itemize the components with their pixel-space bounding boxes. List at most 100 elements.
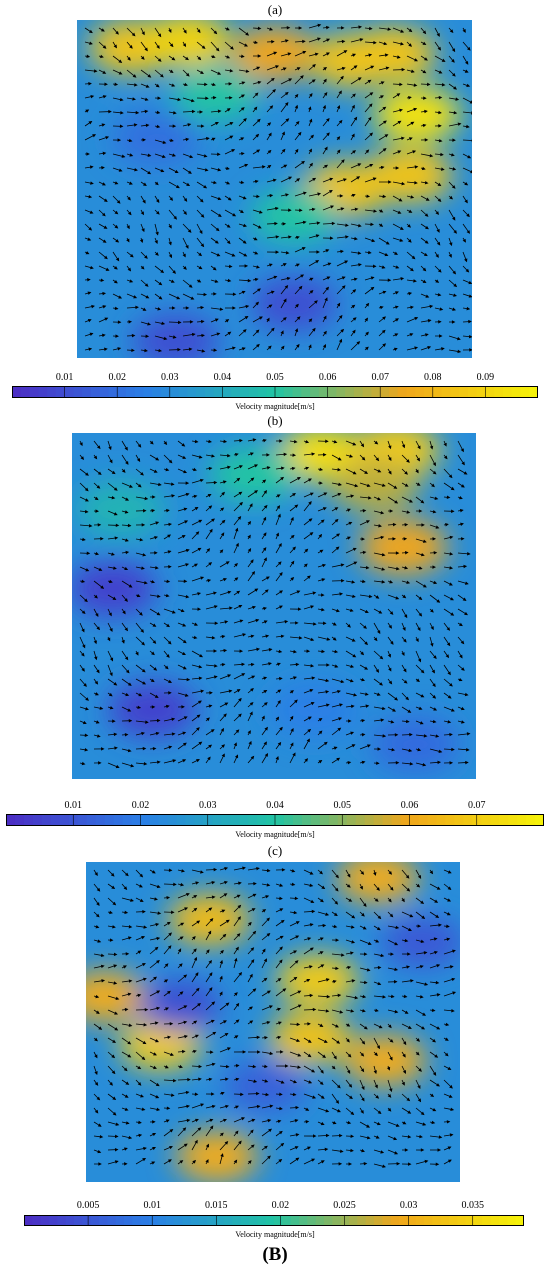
vector-arrow-head <box>187 1077 191 1082</box>
vector-arrow-head <box>305 1120 310 1124</box>
vector-arrow-head <box>215 227 220 232</box>
vector-arrow-head <box>239 438 243 443</box>
vector-arrow-head <box>365 704 370 708</box>
vector-arrow-head <box>200 124 205 128</box>
vector-arrow-head <box>225 561 230 565</box>
vector-arrow-head <box>318 533 323 538</box>
vector-arrow-head <box>307 716 312 720</box>
vector-arrow-head <box>323 741 328 746</box>
vector-arrow-head <box>284 91 289 96</box>
vector-arrow-head <box>323 453 327 457</box>
vector-arrow-head <box>461 461 465 466</box>
vector-arrow-head <box>281 131 285 136</box>
vector-arrow-head <box>365 565 370 570</box>
vector-arrow-head <box>125 669 130 674</box>
vector-arrow-head <box>121 639 125 644</box>
vector-arrow-head <box>406 459 410 463</box>
vector-arrow-head <box>262 516 267 521</box>
vector-arrow-head <box>350 1134 355 1139</box>
colorbar-segment <box>232 1215 242 1226</box>
vector-arrow-head <box>446 1120 451 1124</box>
vector-arrow-head <box>256 149 261 153</box>
vector-arrow-head <box>323 66 328 71</box>
vector-arrow-head <box>255 133 260 138</box>
vector-arrow-head <box>389 1088 393 1093</box>
vector-arrow-head <box>208 1077 213 1082</box>
vector-arrow-head <box>375 939 380 943</box>
vector-arrow-head <box>137 1081 142 1086</box>
vector-arrow-head <box>420 1111 425 1116</box>
vector-arrow-head <box>108 446 112 451</box>
colorbar-segment <box>124 1215 133 1226</box>
vector-arrow-head <box>305 466 310 471</box>
vector-arrow-head <box>290 577 295 581</box>
vector-arrow-head <box>347 1120 352 1125</box>
vector-arrow-head <box>198 665 203 669</box>
vector-arrow-head <box>399 226 404 230</box>
vector-arrow-head <box>352 442 357 446</box>
vector-arrow-head <box>176 296 181 300</box>
vector-arrow-head <box>408 43 412 47</box>
vector-arrow-head <box>182 651 186 656</box>
colorbar-segment <box>90 386 101 398</box>
vector-arrow-head <box>168 745 173 749</box>
vector-arrow-head <box>247 520 252 525</box>
vector-arrow-head <box>171 56 176 61</box>
vector-arrow-head <box>293 1079 298 1084</box>
vector-arrow-head <box>195 987 200 992</box>
vector-arrow-head <box>166 921 171 926</box>
vector-arrow-head <box>365 346 369 351</box>
vector-arrow-head <box>96 669 100 674</box>
vector-arrow-head <box>422 41 427 45</box>
vector-arrow-head <box>124 732 129 737</box>
vector-arrow-head <box>407 1025 412 1029</box>
vector-arrow-head <box>142 307 147 311</box>
vector-arrow-head <box>345 235 349 239</box>
colorbar-a-svg <box>12 386 539 398</box>
vector-arrow-head <box>263 490 268 494</box>
colorbar-segment <box>432 1215 442 1226</box>
vector-arrow-head <box>436 33 440 37</box>
vector-arrow-head <box>440 152 444 157</box>
vector-arrow-head <box>124 446 128 451</box>
vector-arrow-head <box>170 1052 174 1057</box>
vector-arrow-head <box>429 870 434 875</box>
vector-arrow-head <box>376 1121 381 1126</box>
vector-arrow-head <box>279 935 284 940</box>
vector-arrow-head <box>323 92 328 96</box>
velocity-field-b-svg <box>72 433 476 779</box>
vector-arrow-head <box>183 198 188 202</box>
vector-arrow-head <box>310 134 314 139</box>
vector-arrow-head <box>392 708 396 712</box>
vector-arrow-head <box>127 196 131 201</box>
vector-arrow-head <box>115 30 119 35</box>
vector-arrow-head <box>211 1092 215 1096</box>
vector-arrow-head <box>452 138 456 142</box>
vector-arrow-head <box>244 43 248 47</box>
vector-arrow-head <box>229 122 234 126</box>
vector-arrow-head <box>217 213 222 217</box>
vector-arrow-head <box>340 563 345 567</box>
vector-arrow-head <box>296 178 301 182</box>
vector-arrow-head <box>380 81 385 85</box>
vector-arrow-head <box>227 197 232 201</box>
vector-arrow-head <box>357 223 362 228</box>
colorbar-segment <box>427 814 437 826</box>
vector-arrow-head <box>448 582 453 586</box>
vector-arrow-head <box>199 198 204 203</box>
vector-arrow-head <box>154 897 158 901</box>
vector-arrow-head <box>292 453 297 457</box>
vector-arrow-head <box>92 134 97 138</box>
vector-arrow-head <box>309 871 314 875</box>
vector-arrow-head <box>181 443 186 447</box>
vector-arrow-head <box>268 662 272 666</box>
vector-arrow-head <box>265 1092 270 1097</box>
velocity-field-a <box>77 20 472 358</box>
vector-arrow-head <box>301 160 305 165</box>
colorbar-a-title: Velocity magnitude[m/s] <box>235 402 315 411</box>
vector-arrow-head <box>157 58 162 62</box>
vector-arrow-head <box>238 697 242 702</box>
vector-arrow-head <box>379 682 384 686</box>
colorbar-segment <box>365 1215 375 1226</box>
vector-arrow-head <box>167 1159 172 1163</box>
